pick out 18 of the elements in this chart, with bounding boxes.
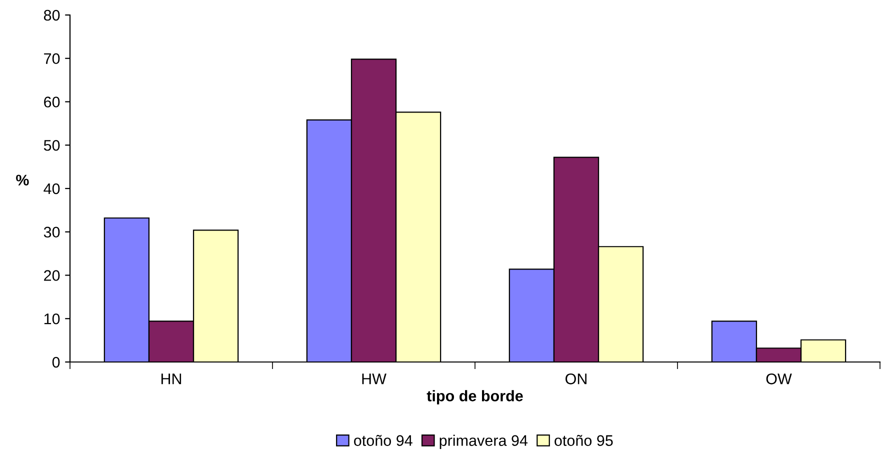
y-tick-label: 60 [44, 96, 60, 108]
x-axis-title: tipo de borde [426, 390, 523, 404]
y-axis-title: % [16, 174, 29, 186]
x-tick-label: ON [566, 374, 586, 384]
y-tick-label: 80 [44, 10, 60, 21]
y-tick-label: 30 [44, 226, 60, 238]
x-tick-label: OW [766, 374, 792, 384]
x-tick-label: HN [161, 374, 182, 384]
y-tick-label: 0 [52, 356, 60, 368]
y-tick-label: 70 [44, 53, 60, 64]
y-tick-label: 40 [44, 183, 60, 194]
y-tick-label: 10 [44, 313, 60, 324]
y-tick-label: 20 [44, 270, 60, 281]
legend-label: otoño 95 [554, 434, 613, 446]
legend-label: primavera 94 [440, 434, 528, 449]
legend-label: otoño 94 [354, 434, 412, 446]
y-tick-label: 50 [44, 140, 60, 151]
x-tick-label: HW [362, 374, 386, 384]
